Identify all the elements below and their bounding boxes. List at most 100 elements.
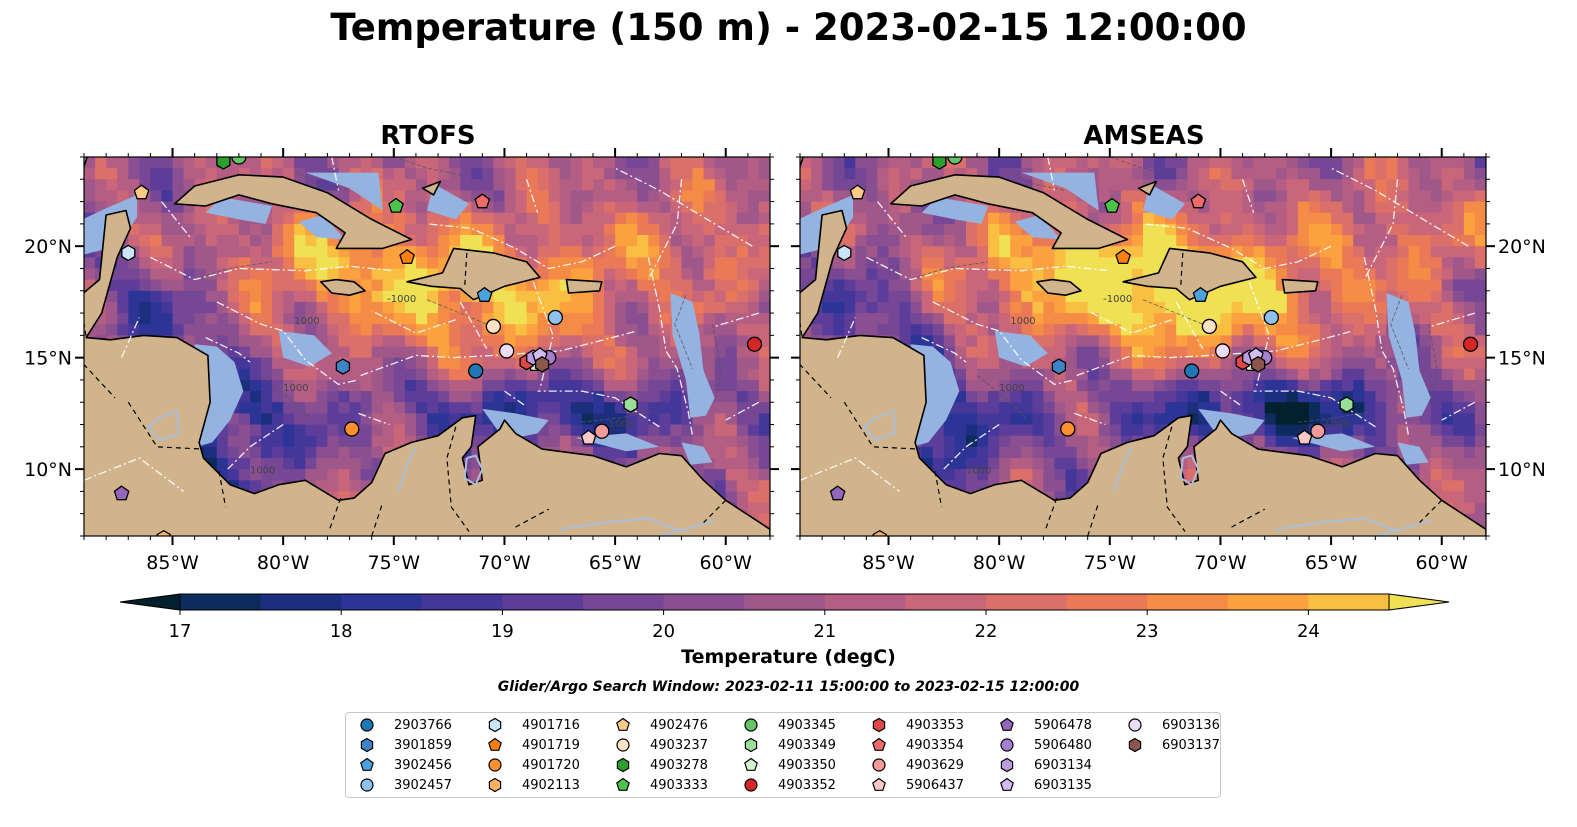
colorbar-tick-label: 19: [491, 621, 514, 642]
colorbar-tick-label: 18: [330, 621, 353, 642]
colorbar-tick-label: 20: [652, 621, 675, 642]
y-tick-label: 20°N: [24, 236, 72, 258]
x-tick-label: 80°W: [257, 552, 310, 574]
eez-lines-rtofs: [84, 157, 760, 492]
contour-label: 1000: [294, 316, 319, 327]
legend-item-4903354: 4903354: [868, 735, 964, 755]
legend-item-4902113: 4902113: [484, 775, 580, 795]
legend-item-4903237: 4903237: [612, 735, 708, 755]
marker-3902457: [547, 309, 563, 326]
temperature-field-rtofs: [84, 157, 770, 536]
legend-marker: [488, 777, 502, 793]
legend-label: 4902113: [522, 777, 580, 793]
colorbar-segment: [260, 594, 342, 610]
legend-marker: [360, 737, 374, 753]
colorbar-segment: [986, 594, 1068, 610]
legend-item-4903353: 4903353: [868, 715, 964, 735]
colorbar-extend-low: [119, 593, 181, 611]
legend-label: 6903134: [1034, 757, 1092, 773]
marker-3901859: [1051, 358, 1067, 375]
legend: 2903766 3901859 3902456 3902457 4901716 49017…: [345, 712, 1221, 798]
marker-3901859: [335, 358, 351, 375]
marker-3902457: [1263, 309, 1279, 326]
legend-marker: [872, 758, 886, 772]
rivers-amseas: [862, 409, 1431, 536]
marker-4901719: [1115, 248, 1131, 265]
legend-marker: [1128, 718, 1142, 732]
legend-item-4901720: 4901720: [484, 755, 580, 775]
borders-rtofs: [84, 252, 727, 536]
marker-4903333: [388, 197, 404, 213]
land-amseas: [800, 157, 1486, 536]
page-title: Temperature (150 m) - 2023-02-15 12:00:0…: [330, 6, 1247, 49]
legend-item-4903333: 4903333: [612, 775, 708, 795]
colorbar-segment: [663, 594, 745, 610]
legend-label: 4903629: [906, 757, 964, 773]
isobath-contours-amseas: 1000 1000 -1000 1000 1000: [910, 157, 1438, 477]
legend-label: 4903350: [778, 757, 836, 773]
marker-4903278: [216, 157, 231, 170]
x-tick-label: 65°W: [589, 552, 642, 574]
legend-marker: [744, 757, 758, 771]
x-tick-label: 60°W: [700, 552, 753, 574]
legend-item-4901719: 4901719: [484, 735, 580, 755]
map-panel-rtofs: 1000 1000 -1000 1000 1000: [84, 157, 770, 536]
marker-4903345: [947, 157, 963, 165]
legend-marker: [616, 757, 630, 773]
legend-marker: [1128, 737, 1142, 753]
marker-5906478: [113, 485, 130, 501]
marker-6903137: [1250, 356, 1266, 373]
contour-label: -1000: [1103, 294, 1132, 305]
marker-3902456: [1192, 286, 1209, 302]
legend-item-4903629: 4903629: [868, 755, 964, 775]
legend-marker: [1000, 757, 1014, 773]
borders-amseas: [800, 252, 1443, 536]
colorbar-segment: [1227, 594, 1309, 610]
colorbar-segment: [421, 594, 503, 610]
legend-marker: [872, 717, 886, 733]
legend-label: 6903137: [1162, 737, 1220, 753]
legend-item-4903350: 4903350: [740, 755, 836, 775]
colorbar-segment: [341, 594, 423, 610]
marker-2903766: [1184, 363, 1200, 379]
marker-4903349: [1339, 396, 1354, 413]
colorbar-tick-label: 23: [1136, 621, 1159, 642]
colorbar-segment: [744, 594, 826, 610]
legend-label: 5906480: [1034, 737, 1092, 753]
marker-5906437: [580, 429, 597, 445]
float-markers-rtofs: [113, 157, 763, 536]
legend-item-6903135: 6903135: [996, 775, 1092, 795]
marker-4901720: [1060, 421, 1076, 437]
legend-item-6903136: 6903136: [1124, 715, 1220, 735]
eez-lines-amseas: [800, 157, 1476, 492]
colorbar-extend-high: [1388, 593, 1450, 611]
legend-label: 4903345: [778, 717, 836, 733]
legend-item-5906478: 5906478: [996, 715, 1092, 735]
legend-item-4901716: 4901716: [484, 715, 580, 735]
x-tick-label: 85°W: [146, 552, 199, 574]
colorbar-segment: [1147, 594, 1229, 610]
search-window-text: Glider/Argo Search Window: 2023-02-11 15…: [497, 679, 1080, 695]
marker-4901716: [121, 244, 136, 262]
legend-item-5906480: 5906480: [996, 735, 1092, 755]
marker-4902113: [156, 529, 171, 536]
marker-4901720: [344, 421, 360, 437]
legend-label: 4903354: [906, 737, 964, 753]
legend-label: 4902476: [650, 717, 708, 733]
x-tick-label: 75°W: [368, 552, 421, 574]
colorbar: 17 18 19 20 21 22 23 24: [119, 593, 1450, 642]
marker-5906478: [829, 485, 846, 501]
legend-marker: [1000, 777, 1014, 791]
marker-4903352: [746, 336, 763, 352]
legend-label: 5906437: [906, 777, 964, 793]
legend-label: 5906478: [1034, 717, 1092, 733]
marker-4901716: [837, 244, 852, 262]
y-tick-label: 20°N: [1498, 236, 1546, 258]
marker-4903629: [594, 423, 610, 439]
panel-title-rtofs: RTOFS: [380, 121, 476, 151]
contour-label: 1000: [250, 466, 275, 477]
legend-label: 4903237: [650, 737, 708, 753]
marker-4903237: [1201, 318, 1218, 335]
legend-item-4903349: 4903349: [740, 735, 836, 755]
